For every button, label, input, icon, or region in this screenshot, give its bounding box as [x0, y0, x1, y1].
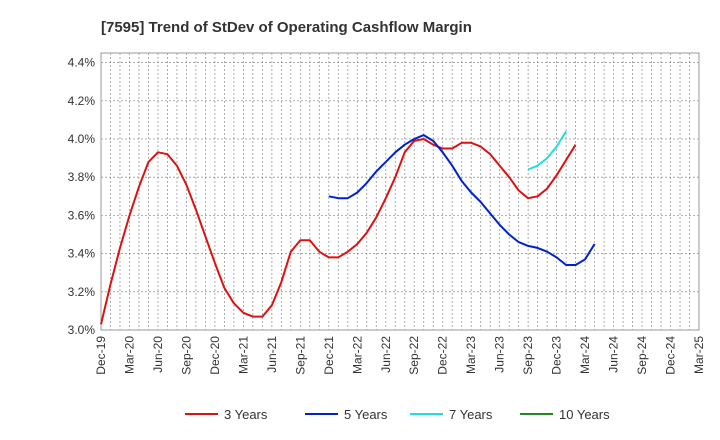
legend-label: 7 Years — [449, 407, 493, 422]
x-tick-label: Jun-22 — [379, 336, 393, 373]
series-line-7-years — [527, 130, 567, 171]
x-tick-label: Sep-22 — [407, 336, 421, 375]
series-line-5-years — [328, 134, 596, 266]
x-tick-label: Sep-20 — [179, 336, 193, 375]
y-tick-label: 4.0% — [68, 132, 96, 146]
y-tick-label: 4.2% — [68, 94, 96, 108]
x-axis: Dec-19 Mar-20 Jun-20 Sep-20 Dec-20 Mar-21 Jun-… — [94, 336, 706, 375]
x-tick-label: Mar-20 — [122, 336, 136, 374]
legend: 3 Years 5 Years 7 Years 10 Years — [185, 407, 610, 422]
legend-label: 3 Years — [224, 407, 268, 422]
y-axis: 3.0% 3.2% 3.4% 3.6% 3.8% 4.0% 4.2% 4.4% — [68, 56, 96, 337]
x-tick-label: Sep-23 — [521, 336, 535, 375]
x-tick-label: Jun-24 — [607, 336, 621, 373]
y-tick-label: 3.0% — [68, 323, 96, 337]
x-tick-label: Dec-21 — [322, 336, 336, 375]
series-layer — [100, 130, 596, 325]
x-tick-label: Dec-24 — [664, 336, 678, 375]
plot-area — [100, 52, 700, 331]
x-tick-label: Sep-24 — [635, 336, 649, 375]
plot-frame — [100, 52, 700, 331]
legend-label: 10 Years — [559, 407, 610, 422]
x-tick-label: Mar-23 — [464, 336, 478, 374]
x-tick-label: Mar-24 — [578, 336, 592, 374]
legend-label: 5 Years — [344, 407, 388, 422]
y-tick-label: 3.2% — [68, 285, 96, 299]
y-tick-label: 3.8% — [68, 170, 96, 184]
chart-title: [7595] Trend of StDev of Operating Cashf… — [101, 19, 472, 36]
x-tick-label: Dec-19 — [94, 336, 108, 375]
series-line-3-years — [100, 138, 577, 325]
y-tick-label: 4.4% — [68, 56, 96, 70]
x-tick-label: Jun-20 — [151, 336, 165, 373]
x-tick-label: Jun-23 — [493, 336, 507, 373]
x-tick-label: Dec-20 — [208, 336, 222, 375]
x-tick-label: Dec-22 — [436, 336, 450, 375]
y-tick-label: 3.4% — [68, 247, 96, 261]
x-tick-label: Mar-25 — [692, 336, 706, 374]
x-tick-label: Mar-22 — [350, 336, 364, 374]
x-tick-label: Jun-21 — [265, 336, 279, 373]
x-tick-label: Mar-21 — [236, 336, 250, 374]
x-tick-label: Dec-23 — [550, 336, 564, 375]
y-tick-label: 3.6% — [68, 208, 96, 222]
x-tick-label: Sep-21 — [293, 336, 307, 375]
